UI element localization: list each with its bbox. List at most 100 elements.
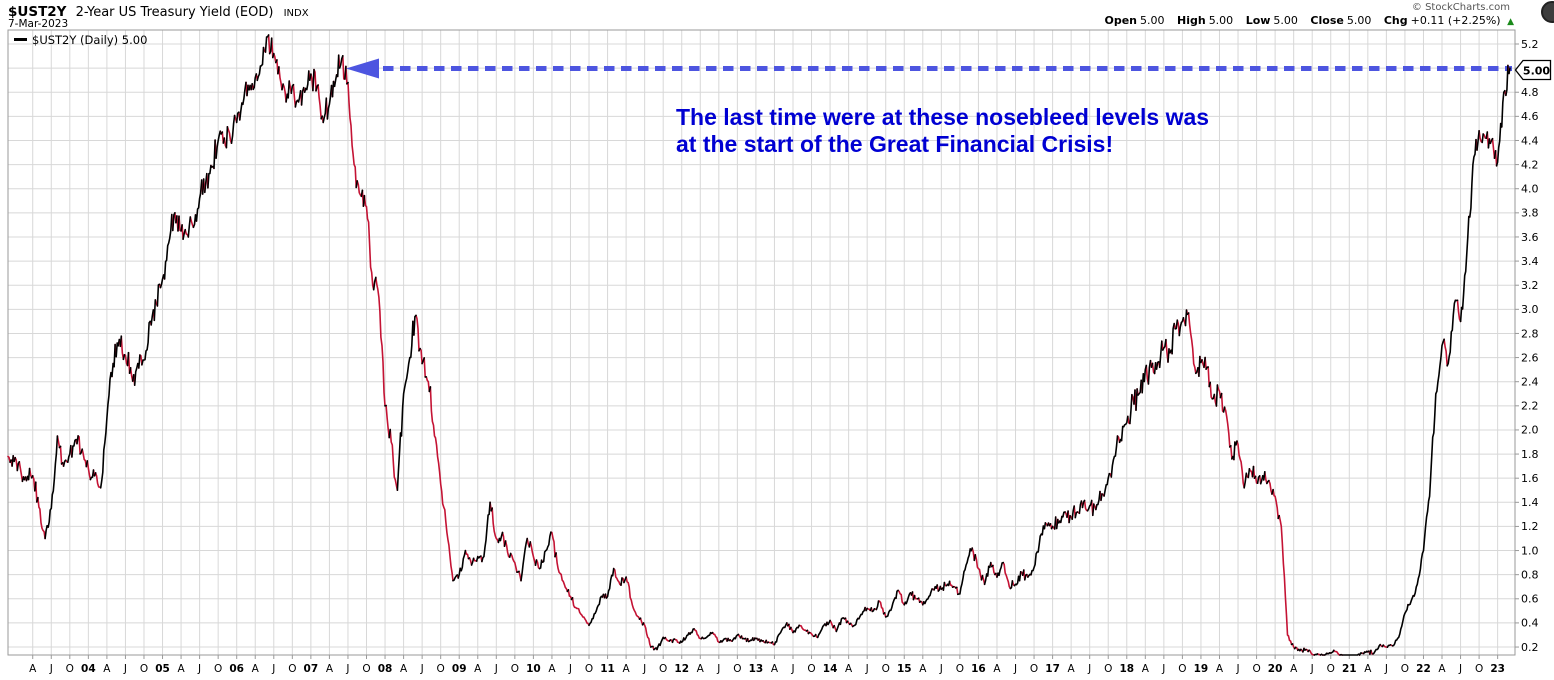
y-axis-label: 0.6	[1521, 593, 1539, 606]
x-axis-label: 12	[674, 663, 689, 675]
x-axis-label: J	[568, 663, 572, 675]
x-axis-label: 17	[1045, 663, 1060, 675]
x-axis-label: 14	[823, 663, 838, 675]
arrow-head-icon	[346, 58, 379, 79]
y-axis-label: 3.6	[1521, 231, 1539, 244]
y-axis-label: 2.4	[1521, 375, 1539, 388]
annotation-arrow	[346, 58, 1512, 79]
price-tag-value: 5.00	[1523, 65, 1550, 78]
x-axis-label: J	[345, 663, 349, 675]
x-axis-label: O	[1401, 663, 1409, 675]
x-axis-label: O	[1178, 663, 1186, 675]
price-series	[7, 34, 1511, 656]
x-axis-label: J	[1013, 663, 1017, 675]
y-axis-label: 4.0	[1521, 183, 1539, 196]
x-axis-label: A	[1438, 663, 1446, 675]
plot-border	[7, 29, 1516, 656]
x-axis-label: A	[1364, 663, 1372, 675]
x-axis-label: 11	[600, 663, 615, 675]
ticker-symbol: $UST2Y	[8, 4, 67, 20]
x-axis-label: 20	[1268, 663, 1283, 675]
x-axis-label: A	[919, 663, 927, 675]
chart-annotation: The last time were at these nosebleed le…	[676, 104, 1209, 158]
y-axis-label: 4.6	[1521, 110, 1539, 123]
y-axis-label: 0.2	[1521, 641, 1539, 654]
x-axis-label: 06	[229, 663, 244, 675]
x-axis-label: A	[474, 663, 482, 675]
y-axis-label: 4.2	[1521, 158, 1539, 171]
x-axis-label: J	[494, 663, 498, 675]
x-axis-label: 07	[304, 663, 319, 675]
x-axis-label: A	[177, 663, 185, 675]
x-axis-label: O	[66, 663, 74, 675]
x-axis-label: 05	[155, 663, 170, 675]
x-axis-label: O	[956, 663, 964, 675]
x-axis-label: O	[1327, 663, 1335, 675]
x-axis-label: A	[252, 663, 260, 675]
x-axis-label: O	[1252, 663, 1260, 675]
y-axis-label: 3.8	[1521, 207, 1539, 220]
legend-text: $UST2Y (Daily) 5.00	[32, 33, 148, 47]
close-value: 5.00	[1346, 14, 1372, 27]
y-axis-label: 1.0	[1521, 544, 1539, 557]
y-axis-label: 3.2	[1521, 279, 1539, 292]
y-axis-label: 1.2	[1521, 520, 1539, 533]
last-price-tag: 5.00	[1514, 59, 1552, 81]
x-axis-label: J	[716, 663, 720, 675]
chart-title: 2-Year US Treasury Yield (EOD)	[75, 5, 274, 20]
x-axis-label: J	[642, 663, 646, 675]
x-axis-label: O	[437, 663, 445, 675]
y-axis-label: 0.4	[1521, 617, 1539, 630]
x-axis-label: O	[214, 663, 222, 675]
change-label: Chg	[1383, 14, 1408, 27]
x-axis-label: 08	[378, 663, 393, 675]
y-axis-label: 1.8	[1521, 448, 1539, 461]
x-axis-label: O	[1475, 663, 1483, 675]
x-axis-label: 21	[1342, 663, 1357, 675]
x-axis-label: A	[400, 663, 408, 675]
low-value: 5.00	[1273, 14, 1298, 27]
series-legend: $UST2Y (Daily) 5.00	[14, 33, 147, 47]
high-label: High	[1177, 14, 1206, 27]
y-axis-label: 4.8	[1521, 86, 1539, 99]
x-axis-label: J	[420, 663, 424, 675]
ohlc-row: Open 5.00 High 5.00 Low 5.00 Close 5.00 Chg +…	[1104, 14, 1514, 27]
x-axis-label: O	[288, 663, 296, 675]
x-axis-label: O	[1104, 663, 1112, 675]
x-axis-label: A	[697, 663, 705, 675]
x-axis-label: A	[623, 663, 631, 675]
x-axis-label: A	[993, 663, 1001, 675]
x-axis-label: J	[1235, 663, 1239, 675]
low-label: Low	[1245, 14, 1271, 27]
x-axis-label: J	[271, 663, 275, 675]
x-axis-label: J	[1310, 663, 1314, 675]
x-axis-label: J	[1087, 663, 1091, 675]
series-path-up	[9, 34, 1511, 656]
x-axis-label: O	[659, 663, 667, 675]
y-axis-label: 5.2	[1521, 38, 1539, 51]
y-axis-label: 1.6	[1521, 472, 1539, 485]
x-axis-label: A	[1142, 663, 1150, 675]
x-axis-label: A	[1290, 663, 1298, 675]
x-axis-label: O	[807, 663, 815, 675]
y-axis-label: 0.8	[1521, 568, 1539, 581]
x-axis-label: J	[123, 663, 127, 675]
chart-date: 7-Mar-2023	[8, 18, 69, 30]
x-axis-label: O	[733, 663, 741, 675]
y-axis-label: 4.4	[1521, 134, 1539, 147]
x-axis-label: O	[511, 663, 519, 675]
x-axis-label: O	[585, 663, 593, 675]
x-axis-label: 23	[1490, 663, 1505, 675]
y-axis-label: 1.4	[1521, 496, 1539, 509]
x-axis-label: J	[1458, 663, 1462, 675]
x-axis-label: A	[845, 663, 853, 675]
annotation-line1: The last time were at these nosebleed le…	[676, 104, 1210, 130]
close-label: Close	[1310, 14, 1344, 27]
x-axis-label: O	[1030, 663, 1038, 675]
x-axis-label: A	[29, 663, 37, 675]
change-up-icon: ▲	[1507, 17, 1514, 27]
legend-line-icon	[14, 38, 27, 41]
x-axis-label: 04	[81, 663, 96, 675]
x-axis-label: A	[1216, 663, 1224, 675]
grid	[8, 30, 1515, 655]
